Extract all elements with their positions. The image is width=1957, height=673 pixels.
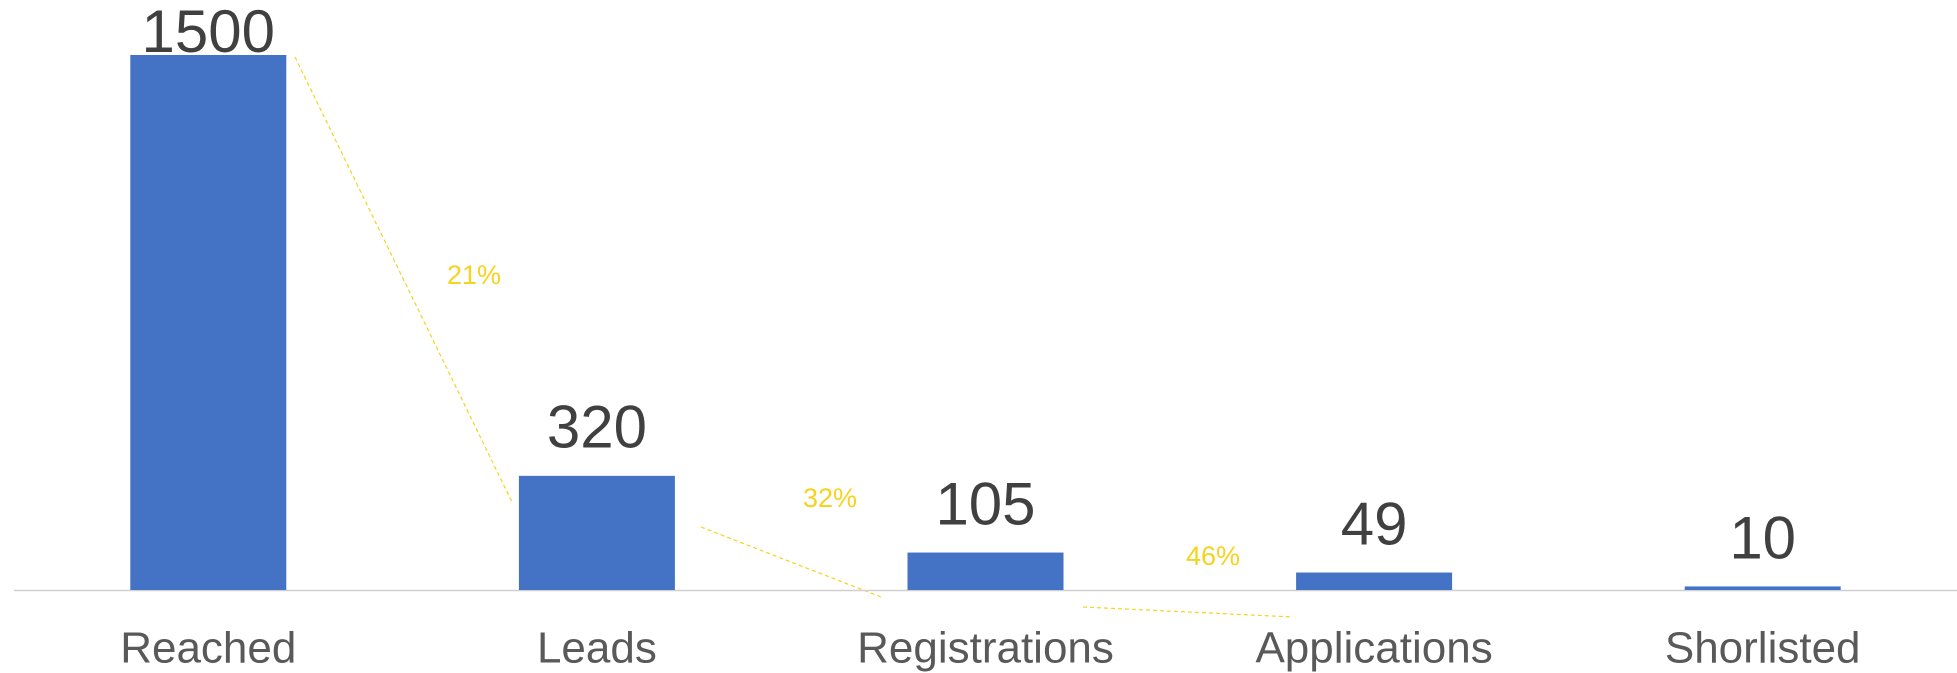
annotation: 21% (447, 260, 501, 290)
bar (1684, 586, 1841, 590)
bar (518, 475, 675, 590)
x-tick-label: Registrations (857, 624, 1114, 673)
x-tick-label: Leads (537, 624, 657, 673)
bar (1296, 572, 1453, 590)
bar (130, 55, 287, 590)
value-label: 1500 (142, 0, 275, 65)
annotation: 46% (1186, 541, 1240, 571)
value-label: 320 (547, 394, 647, 461)
x-tick-label: Reached (120, 624, 296, 673)
connector-line (700, 526, 882, 598)
x-tick-label: Shorlisted (1665, 624, 1861, 673)
annotation: 32% (803, 483, 857, 513)
value-label: 105 (935, 470, 1035, 537)
x-tick-label: Applications (1255, 624, 1492, 673)
connector-line (1082, 606, 1294, 618)
connector-line (294, 56, 513, 503)
bar (907, 552, 1064, 590)
value-label: 10 (1729, 504, 1796, 571)
value-label: 49 (1341, 490, 1408, 557)
